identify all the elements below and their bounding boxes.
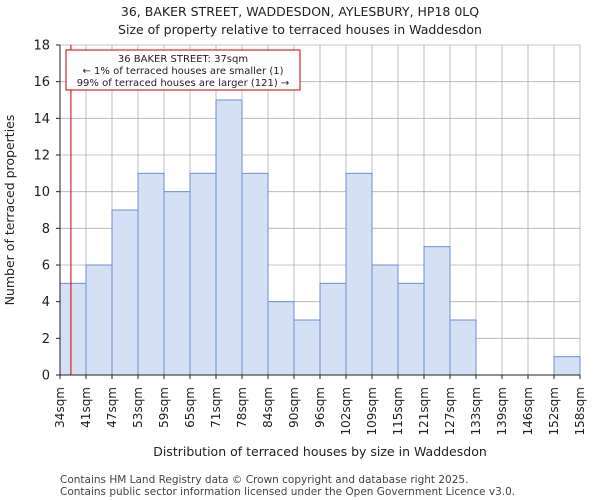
x-tick-label: 102sqm [339,387,353,435]
y-tick-label: 2 [42,332,50,347]
x-tick-label: 127sqm [443,387,457,435]
x-axis-label: Distribution of terraced houses by size … [153,444,487,459]
x-tick-label: 65sqm [183,387,197,428]
x-tick-label: 152sqm [547,387,561,435]
axes-layer [56,44,581,379]
y-tick-label: 14 [33,112,50,127]
annotation-line3: 99% of terraced houses are larger (121) … [77,78,290,89]
bars-layer [59,99,581,376]
x-tick-label: 109sqm [365,387,379,435]
x-tick-label: 78sqm [235,387,249,428]
chart-title-line2: Size of property relative to terraced ho… [118,22,482,37]
histogram-bar [267,301,295,376]
y-tick-label: 4 [42,295,50,310]
histogram-bar [163,191,191,376]
annotation-box: 36 BAKER STREET: 37sqm ← 1% of terraced … [65,49,301,91]
x-tick-label: 121sqm [417,387,431,435]
histogram-bar [345,172,373,376]
x-tick-label: 47sqm [105,387,119,428]
x-tick-label: 53sqm [131,387,145,428]
histogram-bar [371,264,399,376]
x-tick-label: 115sqm [391,387,405,435]
y-tick-label: 16 [33,75,50,90]
histogram-bar [423,246,451,376]
histogram-bar [111,209,139,376]
x-tick-label: 71sqm [209,387,223,428]
y-tick-label: 12 [33,149,50,164]
histogram-bar [59,282,87,376]
histogram-bar [215,99,243,376]
y-tick-label: 18 [33,39,50,54]
histogram-bar [137,172,165,376]
histogram-bar [241,172,269,376]
y-tick-label: 6 [42,259,50,274]
histogram-bar [397,282,425,376]
annotation-line2: ← 1% of terraced houses are smaller (1) [83,66,284,77]
x-tick-label: 133sqm [469,387,483,435]
x-tick-label: 139sqm [495,387,509,435]
y-tick-labels: 0 2 4 6 8 10 12 14 16 18 [33,39,50,384]
annotation-line1: 36 BAKER STREET: 37sqm [118,54,248,65]
chart-title-line1: 36, BAKER STREET, WADDESDON, AYLESBURY, … [121,4,479,19]
y-axis-label: Number of terraced properties [2,115,17,306]
x-tick-label: 34sqm [53,387,67,428]
x-tick-label: 41sqm [79,387,93,428]
y-tick-label: 10 [33,185,50,200]
x-tick-label: 59sqm [157,387,171,428]
footer-line1: Contains HM Land Registry data © Crown c… [60,474,468,486]
x-tick-label: 96sqm [313,387,327,428]
x-tick-labels: 34sqm 41sqm 47sqm 53sqm 59sqm 65sqm 71sqm 78sqm… [53,387,587,435]
histogram-bar [319,282,347,376]
histogram-bar [553,356,581,376]
histogram-bar [189,172,217,376]
histogram-bar [449,319,477,376]
x-tick-label: 90sqm [287,387,301,428]
y-tick-label: 8 [42,222,50,237]
x-tick-label: 158sqm [573,387,587,435]
annotation-frame [65,49,301,91]
histogram-bar [85,264,113,376]
histogram-bar [293,319,321,376]
footer-line2: Contains public sector information licen… [60,486,515,498]
y-tick-label: 0 [42,369,50,384]
x-tick-label: 84sqm [261,387,275,428]
x-tick-label: 146sqm [521,387,535,435]
